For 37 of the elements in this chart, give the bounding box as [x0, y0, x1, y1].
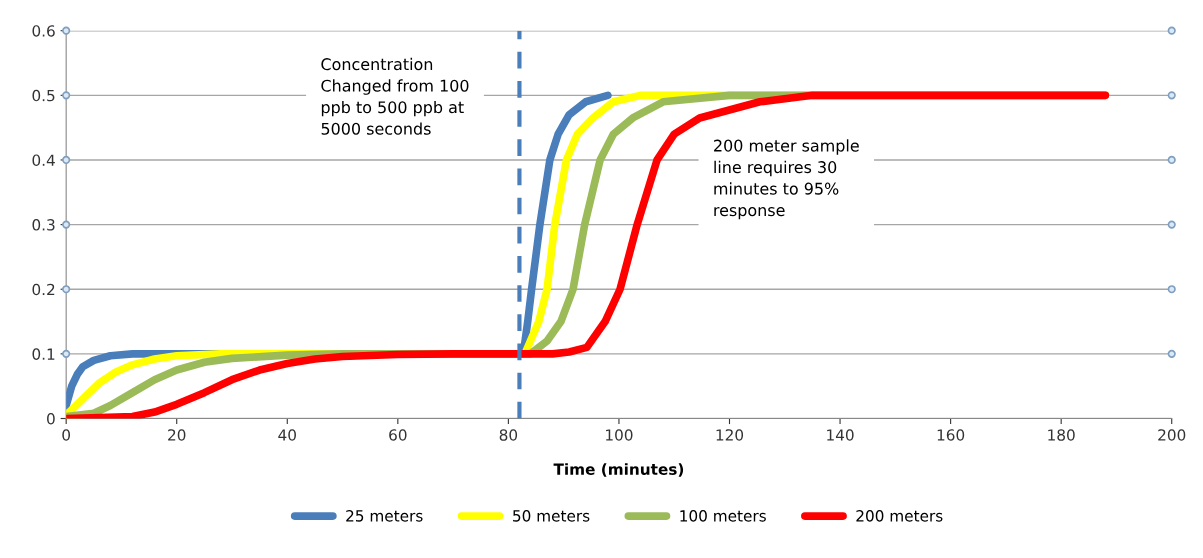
legend-label: 50 meters [513, 510, 590, 522]
x-tick-label: 120 [716, 429, 744, 441]
x-tick-label: 60 [389, 429, 407, 441]
x-axis-title: Time (minutes) [553, 463, 684, 477]
annotation: Concentration Changed from 100 ppb to 500 ppb at 5000 seconds [321, 57, 469, 135]
point [62, 285, 71, 294]
point [62, 349, 71, 358]
point [1167, 220, 1176, 229]
x-tick-label: 100 [606, 429, 633, 441]
x-tick-label: 140 [827, 429, 854, 441]
x-tick-label: 0 [62, 429, 71, 441]
y-tick-label: 0 [47, 412, 55, 425]
point [1167, 155, 1176, 165]
x-tick-label: 160 [937, 429, 965, 441]
legend-label: 25 meters [346, 510, 423, 522]
x-tick-label: 200 [1158, 429, 1186, 441]
point [62, 91, 71, 100]
y-tick-label: 0.6 [32, 25, 55, 37]
annotation: 200 meter sample line requires 30 minutes to 95% response [714, 139, 859, 220]
legend-label: 100 meters [680, 510, 766, 522]
x-tick-label: 40 [278, 429, 296, 441]
y-tick-label: 0.2 [32, 283, 55, 296]
point [1167, 26, 1176, 35]
x-tick-label: 80 [499, 429, 518, 441]
point [62, 220, 71, 229]
y-tick-label: 0.4 [32, 154, 55, 166]
y-tick-label: 0.5 [32, 89, 55, 102]
y-tick-label: 0.3 [32, 219, 55, 231]
point [1167, 349, 1176, 358]
point [1167, 285, 1176, 294]
legend-label: 200 meters [856, 510, 943, 522]
y-tick-label: 0.1 [32, 348, 55, 360]
point [62, 155, 71, 165]
x-tick-label: 180 [1048, 429, 1075, 441]
x-tick-label: 20 [168, 429, 186, 441]
point [1167, 91, 1176, 100]
point [62, 26, 71, 35]
